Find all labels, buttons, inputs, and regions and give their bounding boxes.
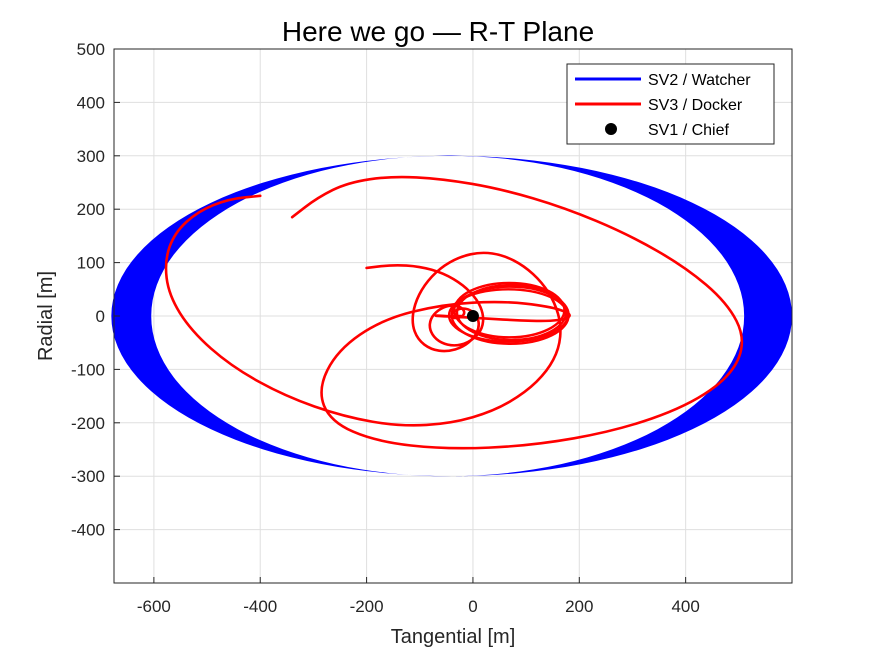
docker-loop bbox=[455, 283, 568, 342]
y-tick-label: 0 bbox=[96, 307, 105, 326]
x-tick-label: -200 bbox=[350, 597, 384, 616]
x-tick-label: -600 bbox=[137, 597, 171, 616]
x-tick-label: -400 bbox=[243, 597, 277, 616]
docker-series bbox=[164, 175, 744, 450]
y-tick-label: -300 bbox=[71, 467, 105, 486]
chart-title: Here we go — R-T Plane bbox=[282, 16, 594, 47]
chief-series bbox=[466, 310, 479, 322]
y-tick-label: -100 bbox=[71, 360, 105, 379]
y-tick-label: 400 bbox=[77, 93, 105, 112]
y-tick-label: 200 bbox=[77, 200, 105, 219]
legend-marker-chief bbox=[605, 123, 617, 135]
docker-trajectory bbox=[290, 175, 744, 450]
docker-trajectory-loop bbox=[164, 194, 562, 427]
x-axis-ticks: -600 -400 -200 0 200 400 bbox=[137, 577, 700, 616]
x-tick-label: 400 bbox=[671, 597, 699, 616]
x-tick-label: 0 bbox=[468, 597, 477, 616]
y-tick-label: 100 bbox=[77, 254, 105, 273]
legend: SV2 / Watcher SV3 / Docker SV1 / Chief bbox=[566, 63, 775, 145]
legend-label-docker: SV3 / Docker bbox=[648, 97, 743, 114]
y-tick-label: 500 bbox=[77, 40, 105, 59]
x-axis-label: Tangential [m] bbox=[391, 626, 516, 648]
chief-marker bbox=[466, 310, 479, 322]
docker-loop bbox=[447, 288, 569, 343]
y-tick-label: -400 bbox=[71, 521, 105, 540]
y-axis-ticks: 500 400 300 200 100 0 -100 -200 -300 -400 bbox=[71, 40, 120, 540]
legend-label-chief: SV1 / Chief bbox=[648, 122, 729, 139]
docker-loop bbox=[453, 281, 566, 339]
x-tick-label: 200 bbox=[565, 597, 593, 616]
legend-label-watcher: SV2 / Watcher bbox=[648, 72, 751, 89]
y-tick-label: -200 bbox=[71, 414, 105, 433]
y-tick-label: 300 bbox=[77, 147, 105, 166]
y-axis-label: Radial [m] bbox=[35, 271, 57, 361]
docker-trajectory-loop bbox=[365, 263, 485, 347]
